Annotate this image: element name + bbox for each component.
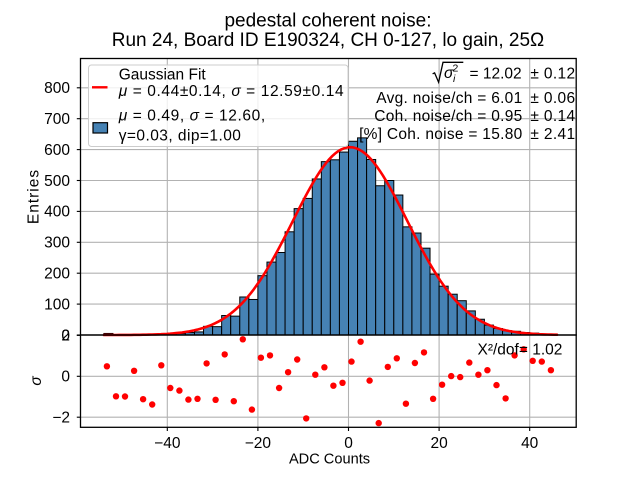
- svg-text:700: 700: [44, 111, 70, 128]
- svg-text:pedestal coherent noise:: pedestal coherent noise:: [224, 10, 431, 31]
- svg-text:[%] Coh. noise = 15.80: [%] Coh. noise = 15.80: [359, 126, 523, 143]
- svg-text:100: 100: [44, 296, 70, 313]
- svg-text:i: i: [453, 73, 456, 85]
- svg-text:−40: −40: [154, 435, 181, 452]
- svg-text:40: 40: [521, 435, 539, 452]
- svg-text:400: 400: [44, 204, 70, 221]
- svg-text:γ=0.03, dip=1.00: γ=0.03, dip=1.00: [119, 128, 242, 145]
- svg-text:ADC Counts: ADC Counts: [289, 452, 370, 468]
- svg-text:± 0.12: ± 0.12: [530, 65, 575, 82]
- svg-text:2: 2: [61, 328, 70, 345]
- svg-text:Coh. noise/ch = 0.95: Coh. noise/ch = 0.95: [374, 108, 522, 125]
- svg-text:300: 300: [44, 235, 70, 252]
- svg-text:800: 800: [44, 80, 70, 97]
- svg-text:Run 24, Board ID E190324, CH 0: Run 24, Board ID E190324, CH 0-127, lo g…: [112, 30, 544, 51]
- svg-text:σ: σ: [28, 376, 45, 386]
- svg-text:± 0.06: ± 0.06: [530, 90, 575, 107]
- svg-text:0: 0: [61, 369, 70, 386]
- svg-text:Gaussian Fit: Gaussian Fit: [119, 67, 207, 84]
- svg-text:0: 0: [61, 327, 70, 344]
- svg-text:μ = 0.49, σ = 12.60,: μ = 0.49, σ = 12.60,: [118, 108, 266, 125]
- svg-text:σ: σ: [444, 65, 454, 82]
- svg-text:500: 500: [44, 173, 70, 190]
- svg-text:0: 0: [344, 435, 353, 452]
- svg-text:Avg. noise/ch = 6.01: Avg. noise/ch = 6.01: [376, 90, 522, 107]
- svg-text:−20: −20: [245, 435, 272, 452]
- svg-text:20: 20: [430, 435, 448, 452]
- svg-text:600: 600: [44, 142, 70, 159]
- svg-text:± 0.14: ± 0.14: [530, 108, 575, 125]
- svg-text:μ = 0.44±0.14, σ = 12.59±0.14: μ = 0.44±0.14, σ = 12.59±0.14: [118, 83, 345, 100]
- svg-text:± 2.41: ± 2.41: [530, 126, 575, 143]
- svg-text:2: 2: [453, 63, 459, 75]
- svg-text:200: 200: [44, 266, 70, 283]
- svg-text:X²/dof= 1.02: X²/dof= 1.02: [478, 342, 563, 359]
- svg-text:−2: −2: [52, 410, 70, 427]
- svg-text:Entries: Entries: [26, 169, 43, 224]
- svg-text:= 12.02: = 12.02: [470, 66, 522, 83]
